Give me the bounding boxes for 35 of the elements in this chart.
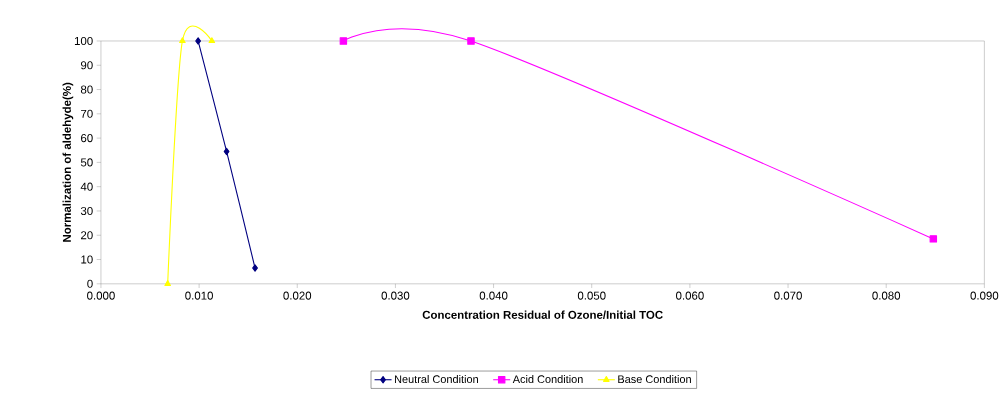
legend-label: Acid Condition [512, 375, 583, 384]
x-axis-title: Concentration Residual of Ozone/Initial TOC [422, 310, 663, 320]
y-tick-label: 70 [81, 109, 93, 118]
y-axis-title: Normalization of aldehyde(%) [62, 82, 74, 242]
y-tick-label: 0 [87, 279, 93, 288]
x-tick-label: 0.020 [283, 291, 312, 300]
point [195, 37, 202, 45]
point [164, 280, 171, 287]
point [208, 37, 216, 44]
y-tick-label: 60 [81, 134, 93, 143]
y-tick-label: 80 [80, 85, 93, 94]
x-tick-label: 0.010 [185, 291, 213, 300]
x-tick-label: 0.070 [774, 291, 802, 300]
point [223, 147, 230, 156]
x-tick-label: 0.060 [676, 291, 704, 300]
point [179, 37, 186, 44]
x-tick-label: 0.090 [970, 291, 999, 300]
y-tick-label: 30 [80, 207, 93, 216]
point [467, 37, 475, 45]
x-tick-label: 0.050 [577, 291, 606, 300]
point [929, 235, 938, 243]
x-tick-label: 0.030 [381, 291, 410, 300]
point [252, 264, 258, 272]
y-tick-label: 50 [80, 158, 93, 167]
legend-label: Base Condition [618, 375, 691, 384]
y-tick-label: 100 [74, 37, 93, 46]
x-tick-label: 0.040 [479, 291, 508, 300]
legend-label: Neutral Condition [394, 375, 478, 384]
point [339, 37, 348, 45]
y-tick-label: 40 [80, 182, 93, 191]
y-tick-label: 20 [81, 231, 93, 240]
x-tick-label: 0.000 [87, 291, 115, 300]
x-tick-label: 0.080 [872, 291, 901, 300]
y-tick-label: 90 [80, 61, 93, 70]
y-tick-label: 10 [81, 255, 93, 264]
